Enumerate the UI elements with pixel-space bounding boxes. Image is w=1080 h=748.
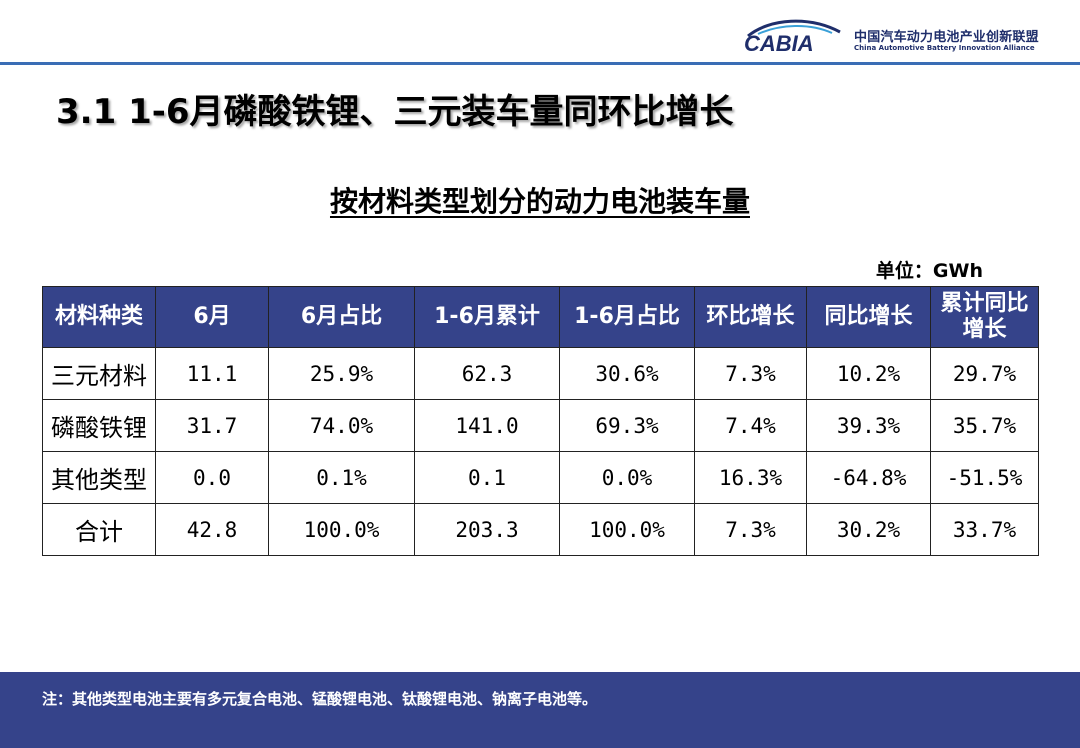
table-cell: 141.0 [414, 399, 560, 452]
table-cell: 29.7% [930, 347, 1039, 400]
slide-title: 3.1 1-6月磷酸铁锂、三元装车量同环比增长 [56, 92, 734, 132]
table-cell: 30.6% [559, 347, 695, 400]
table-cell: -51.5% [930, 451, 1039, 504]
table-cell: 33.7% [930, 503, 1039, 556]
row-label: 磷酸铁锂 [42, 399, 156, 452]
row-label: 三元材料 [42, 347, 156, 400]
table-cell: 74.0% [268, 399, 415, 452]
header-divider [0, 62, 1080, 65]
table-cell: 10.2% [806, 347, 931, 400]
table-cell: 39.3% [806, 399, 931, 452]
table-title-text: 按材料类型划分的动力电池装车量 [329, 185, 750, 218]
table-cell: 0.1 [414, 451, 560, 504]
table-row: 三元材料 11.1 25.9% 62.3 30.6% 7.3% 10.2% 29… [42, 347, 1039, 400]
column-header: 1-6月占比 [559, 286, 695, 348]
footer-bar: 注：其他类型电池主要有多元复合电池、锰酸锂电池、钛酸锂电池、钠离子电池等。 [0, 672, 1080, 748]
car-arc-icon: CABIA [744, 19, 841, 54]
table-cell: 69.3% [559, 399, 695, 452]
table-cell: 25.9% [268, 347, 415, 400]
table-cell: 11.1 [155, 347, 269, 400]
row-label: 其他类型 [42, 451, 156, 504]
column-header: 6月占比 [268, 286, 415, 348]
column-header: 环比增长 [694, 286, 807, 348]
table-cell: 7.3% [694, 347, 807, 400]
footer-note: 注：其他类型电池主要有多元复合电池、锰酸锂电池、钛酸锂电池、钠离子电池等。 [42, 690, 598, 708]
battery-installation-table: 材料种类 6月 6月占比 1-6月累计 1-6月占比 环比增长 同比增长 累计同… [42, 286, 1039, 556]
table-cell: 100.0% [268, 503, 415, 556]
table-row: 磷酸铁锂 31.7 74.0% 141.0 69.3% 7.4% 39.3% 3… [42, 399, 1039, 452]
table-cell: 62.3 [414, 347, 560, 400]
table-cell: 0.0 [155, 451, 269, 504]
column-header: 材料种类 [42, 286, 156, 348]
column-header: 6月 [155, 286, 269, 348]
cabia-logo: CABIA 中国汽车动力电池产业创新联盟 China Automotive Ba… [740, 14, 1040, 54]
table-cell: 35.7% [930, 399, 1039, 452]
logo-name-en: China Automotive Battery Innovation Alli… [854, 44, 1035, 52]
table-cell: 203.3 [414, 503, 560, 556]
table-row: 其他类型 0.0 0.1% 0.1 0.0% 16.3% -64.8% -51.… [42, 451, 1039, 504]
table-cell: 100.0% [559, 503, 695, 556]
row-label: 合计 [42, 503, 156, 556]
table-cell: 31.7 [155, 399, 269, 452]
table-cell: 16.3% [694, 451, 807, 504]
table-cell: 0.1% [268, 451, 415, 504]
column-header: 累计同比增长 [930, 286, 1039, 348]
table-cell: -64.8% [806, 451, 931, 504]
table-cell: 0.0% [559, 451, 695, 504]
table-cell: 30.2% [806, 503, 931, 556]
logo-name-cn: 中国汽车动力电池产业创新联盟 [854, 30, 1039, 45]
column-header: 同比增长 [806, 286, 931, 348]
table-total-row: 合计 42.8 100.0% 203.3 100.0% 7.3% 30.2% 3… [42, 503, 1039, 556]
column-header: 1-6月累计 [414, 286, 560, 348]
unit-label: 单位：GWh [875, 260, 983, 282]
table-cell: 7.3% [694, 503, 807, 556]
table-title: 按材料类型划分的动力电池装车量 [0, 180, 1080, 220]
logo-wordmark: CABIA [744, 31, 814, 54]
table-cell: 7.4% [694, 399, 807, 452]
table-header-row: 材料种类 6月 6月占比 1-6月累计 1-6月占比 环比增长 同比增长 累计同… [42, 286, 1039, 348]
table-cell: 42.8 [155, 503, 269, 556]
